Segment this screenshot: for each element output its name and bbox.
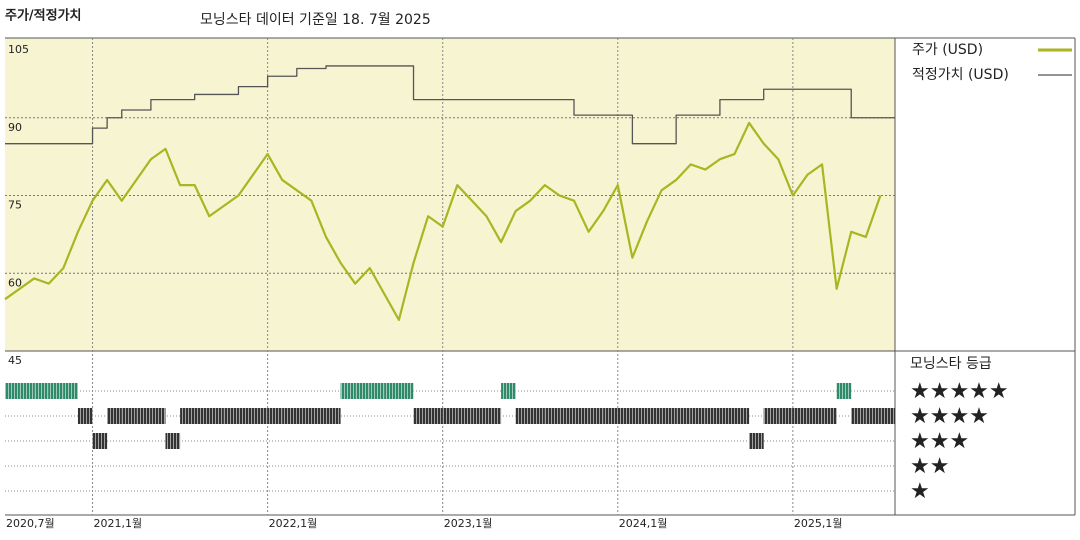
fair-value-line bbox=[5, 65, 895, 145]
y-tick-label: 60 bbox=[8, 276, 22, 289]
rating-bar-stripes bbox=[384, 383, 399, 399]
x-tick-label: 2024,1월 bbox=[619, 517, 668, 530]
rating-bar-stripes bbox=[515, 408, 531, 424]
rating-bar-stripes bbox=[107, 408, 122, 424]
rating-bar-stripes bbox=[588, 408, 604, 424]
rating-bar-stripes bbox=[822, 408, 837, 424]
rating-bar-stripes bbox=[501, 383, 516, 399]
rating-bar-stripes bbox=[486, 408, 502, 424]
rating-bar-stripes bbox=[646, 408, 662, 424]
rating-bar-stripes bbox=[603, 408, 618, 424]
legend-label: 주가 (USD) bbox=[912, 42, 983, 58]
rating-bar-stripes bbox=[880, 408, 895, 424]
rating-legend-stars: ★ bbox=[910, 479, 930, 504]
rating-bar-stripes bbox=[632, 408, 647, 424]
rating-bar-stripes bbox=[544, 408, 560, 424]
rating-bar-stripes bbox=[676, 408, 691, 424]
rating-bar-stripes bbox=[63, 383, 78, 399]
rating-bar-stripes bbox=[471, 408, 487, 424]
rating-legend-stars: ★★★★ bbox=[910, 404, 989, 429]
rating-bar-stripes bbox=[442, 408, 458, 424]
rating-legend-stars: ★★★★★ bbox=[910, 379, 1009, 404]
rating-bar-stripes bbox=[617, 408, 633, 424]
plot-background bbox=[5, 38, 895, 351]
rating-bar-stripes bbox=[238, 408, 254, 424]
rating-bar-stripes bbox=[150, 408, 166, 424]
rating-legend-stars: ★★★ bbox=[910, 429, 969, 454]
x-tick-label: 2022,1월 bbox=[269, 517, 318, 530]
rating-legend-stars: ★★ bbox=[910, 454, 949, 479]
x-tick-label: 2020,7월 bbox=[6, 517, 55, 530]
rating-bar-stripes bbox=[851, 408, 866, 424]
rating-title: 모닝스타 등급 bbox=[910, 356, 992, 372]
rating-bar-stripes bbox=[340, 383, 356, 399]
rating-bar-stripes bbox=[763, 408, 779, 424]
chart-subtitle: 모닝스타 데이터 기준일 18. 7월 2025 bbox=[200, 12, 431, 28]
rating-bar-stripes bbox=[836, 383, 852, 399]
rating-bar-stripes bbox=[209, 408, 224, 424]
rating-bar-stripes bbox=[267, 408, 283, 424]
rating-bar-stripes bbox=[865, 408, 881, 424]
rating-bar-stripes bbox=[5, 383, 20, 399]
rating-bar-stripes bbox=[428, 408, 443, 424]
rating-bar-stripes bbox=[223, 408, 239, 424]
rating-bar-stripes bbox=[705, 408, 720, 424]
rating-bar-stripes bbox=[253, 408, 268, 424]
y-tick-label: 105 bbox=[8, 43, 29, 56]
rating-bar-stripes bbox=[180, 408, 195, 424]
rating-bar-stripes bbox=[457, 408, 472, 424]
rating-bar-stripes bbox=[530, 408, 545, 424]
rating-bar-stripes bbox=[369, 383, 385, 399]
rating-bar-stripes bbox=[355, 383, 370, 399]
rating-bar-stripes bbox=[296, 408, 312, 424]
rating-bar-stripes bbox=[136, 408, 151, 424]
rating-bar-stripes bbox=[19, 383, 35, 399]
rating-bar-stripes bbox=[34, 383, 49, 399]
x-tick-label: 2023,1월 bbox=[444, 517, 493, 530]
price-line bbox=[4, 121, 882, 321]
y-tick-label: 75 bbox=[8, 199, 22, 212]
x-tick-label: 2025,1월 bbox=[794, 517, 843, 530]
rating-bar-stripes bbox=[574, 408, 589, 424]
rating-bar-stripes bbox=[719, 408, 735, 424]
y-tick-label: 45 bbox=[8, 354, 22, 367]
y-tick-label: 90 bbox=[8, 121, 22, 134]
rating-bar-stripes bbox=[194, 408, 210, 424]
rating-bar-stripes bbox=[92, 433, 108, 449]
rating-bar-stripes bbox=[413, 408, 429, 424]
rating-bar-stripes bbox=[778, 408, 793, 424]
rating-bar-stripes bbox=[165, 433, 181, 449]
rating-bar-stripes bbox=[77, 408, 93, 424]
chart-title: 주가/적정가치 bbox=[5, 8, 82, 24]
rating-bar-stripes bbox=[398, 383, 414, 399]
legend-label: 적정가치 (USD) bbox=[912, 67, 1009, 83]
rating-bar-stripes bbox=[48, 383, 64, 399]
rating-bar-stripes bbox=[559, 408, 575, 424]
rating-bar-stripes bbox=[690, 408, 706, 424]
x-tick-label: 2021,1월 bbox=[94, 517, 143, 530]
rating-bar-stripes bbox=[792, 408, 808, 424]
rating-bar-stripes bbox=[734, 408, 750, 424]
rating-bar-stripes bbox=[311, 408, 326, 424]
rating-bar-stripes bbox=[325, 408, 341, 424]
rating-bar-stripes bbox=[661, 408, 677, 424]
rating-bar-stripes bbox=[807, 408, 823, 424]
rating-bar-stripes bbox=[121, 408, 137, 424]
rating-bar-stripes bbox=[749, 433, 764, 449]
rating-bar-stripes bbox=[282, 408, 297, 424]
